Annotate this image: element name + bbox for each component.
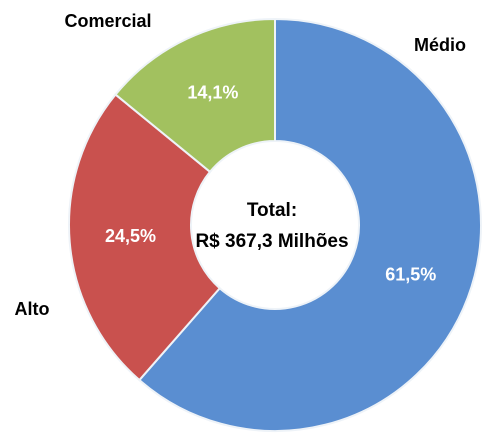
value-label: 14,1%: [187, 83, 238, 103]
category-label: Comercial: [64, 11, 151, 31]
category-label: Alto: [15, 299, 50, 319]
value-label: 24,5%: [105, 226, 156, 246]
donut-slice: [114, 17, 276, 174]
center-title: Total:: [247, 200, 297, 221]
donut-slice: [68, 93, 222, 382]
value-label: 61,5%: [385, 265, 436, 285]
donut-slice: [137, 17, 482, 432]
category-label: Médio: [414, 35, 466, 55]
center-total: R$ 367,3 Milhões: [195, 231, 348, 252]
